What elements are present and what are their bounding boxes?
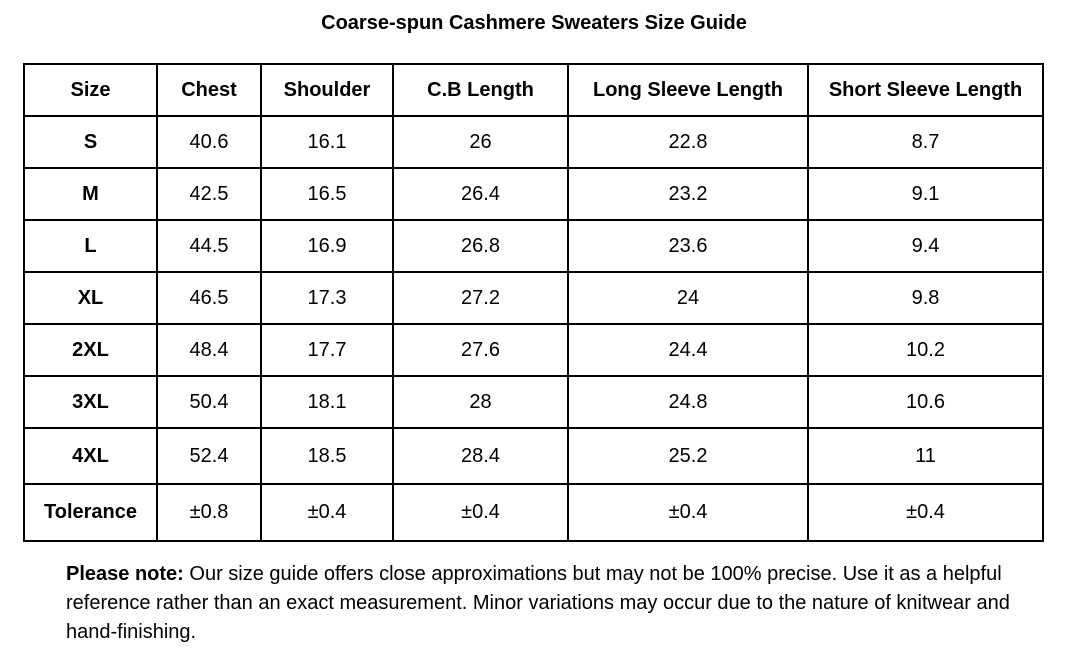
cb-length-cell: 26.4 — [392, 167, 569, 221]
note-text: Our size guide offers close approximatio… — [66, 563, 1010, 643]
column-header-size: Size — [23, 63, 158, 117]
size-guide-table: Size Chest Shoulder C.B Length Long Slee… — [23, 63, 1044, 542]
short-sleeve-cell: 9.1 — [807, 167, 1044, 221]
short-sleeve-cell: 11 — [807, 427, 1044, 485]
long-sleeve-cell: 23.6 — [567, 219, 809, 273]
long-sleeve-cell: 23.2 — [567, 167, 809, 221]
column-header-shoulder: Shoulder — [260, 63, 394, 117]
table-row: 4XL 52.4 18.5 28.4 25.2 11 — [23, 427, 1044, 485]
size-cell: L — [23, 219, 158, 273]
size-cell: 2XL — [23, 323, 158, 377]
chest-cell: 50.4 — [156, 375, 262, 429]
cb-length-cell: 27.6 — [392, 323, 569, 377]
cb-length-cell: ±0.4 — [392, 483, 569, 542]
size-cell: 4XL — [23, 427, 158, 485]
shoulder-cell: 18.1 — [260, 375, 394, 429]
short-sleeve-cell: 10.2 — [807, 323, 1044, 377]
size-cell: Tolerance — [23, 483, 158, 542]
column-header-chest: Chest — [156, 63, 262, 117]
long-sleeve-cell: 24.8 — [567, 375, 809, 429]
cb-length-cell: 26.8 — [392, 219, 569, 273]
column-header-cb-length: C.B Length — [392, 63, 569, 117]
shoulder-cell: 17.3 — [260, 271, 394, 325]
chest-cell: ±0.8 — [156, 483, 262, 542]
size-cell: M — [23, 167, 158, 221]
table-row: M 42.5 16.5 26.4 23.2 9.1 — [23, 167, 1044, 221]
chest-cell: 46.5 — [156, 271, 262, 325]
table-row: 3XL 50.4 18.1 28 24.8 10.6 — [23, 375, 1044, 429]
column-header-long-sleeve-length: Long Sleeve Length — [567, 63, 809, 117]
shoulder-cell: ±0.4 — [260, 483, 394, 542]
cb-length-cell: 28 — [392, 375, 569, 429]
chest-cell: 52.4 — [156, 427, 262, 485]
long-sleeve-cell: 24.4 — [567, 323, 809, 377]
page-title: Coarse-spun Cashmere Sweaters Size Guide — [321, 12, 747, 34]
size-cell: XL — [23, 271, 158, 325]
cb-length-cell: 27.2 — [392, 271, 569, 325]
table-header-row: Size Chest Shoulder C.B Length Long Slee… — [23, 63, 1044, 117]
chest-cell: 42.5 — [156, 167, 262, 221]
shoulder-cell: 18.5 — [260, 427, 394, 485]
size-cell: 3XL — [23, 375, 158, 429]
shoulder-cell: 16.1 — [260, 115, 394, 169]
short-sleeve-cell: 9.8 — [807, 271, 1044, 325]
short-sleeve-cell: 9.4 — [807, 219, 1044, 273]
shoulder-cell: 16.5 — [260, 167, 394, 221]
short-sleeve-cell: ±0.4 — [807, 483, 1044, 542]
chest-cell: 40.6 — [156, 115, 262, 169]
column-header-short-sleeve-length: Short Sleeve Length — [807, 63, 1044, 117]
shoulder-cell: 17.7 — [260, 323, 394, 377]
table-row: XL 46.5 17.3 27.2 24 9.8 — [23, 271, 1044, 325]
long-sleeve-cell: 22.8 — [567, 115, 809, 169]
cb-length-cell: 26 — [392, 115, 569, 169]
note-label: Please note: — [66, 563, 184, 585]
long-sleeve-cell: ±0.4 — [567, 483, 809, 542]
size-cell: S — [23, 115, 158, 169]
short-sleeve-cell: 8.7 — [807, 115, 1044, 169]
cb-length-cell: 28.4 — [392, 427, 569, 485]
short-sleeve-cell: 10.6 — [807, 375, 1044, 429]
table-row: L 44.5 16.9 26.8 23.6 9.4 — [23, 219, 1044, 273]
chest-cell: 44.5 — [156, 219, 262, 273]
shoulder-cell: 16.9 — [260, 219, 394, 273]
tolerance-row: Tolerance ±0.8 ±0.4 ±0.4 ±0.4 ±0.4 — [23, 483, 1044, 542]
chest-cell: 48.4 — [156, 323, 262, 377]
table-row: S 40.6 16.1 26 22.8 8.7 — [23, 115, 1044, 169]
size-guide-note: Please note: Our size guide offers close… — [66, 560, 1026, 647]
table-row: 2XL 48.4 17.7 27.6 24.4 10.2 — [23, 323, 1044, 377]
long-sleeve-cell: 24 — [567, 271, 809, 325]
long-sleeve-cell: 25.2 — [567, 427, 809, 485]
